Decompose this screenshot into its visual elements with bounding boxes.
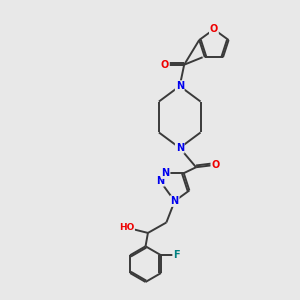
Text: F: F xyxy=(173,250,180,260)
Text: O: O xyxy=(211,160,220,170)
Text: N: N xyxy=(171,196,179,206)
Text: N: N xyxy=(176,143,184,153)
Text: O: O xyxy=(210,24,218,34)
Text: N: N xyxy=(156,176,164,186)
Text: HO: HO xyxy=(119,223,134,232)
Text: N: N xyxy=(161,168,169,178)
Text: N: N xyxy=(176,81,184,91)
Text: O: O xyxy=(161,60,169,70)
